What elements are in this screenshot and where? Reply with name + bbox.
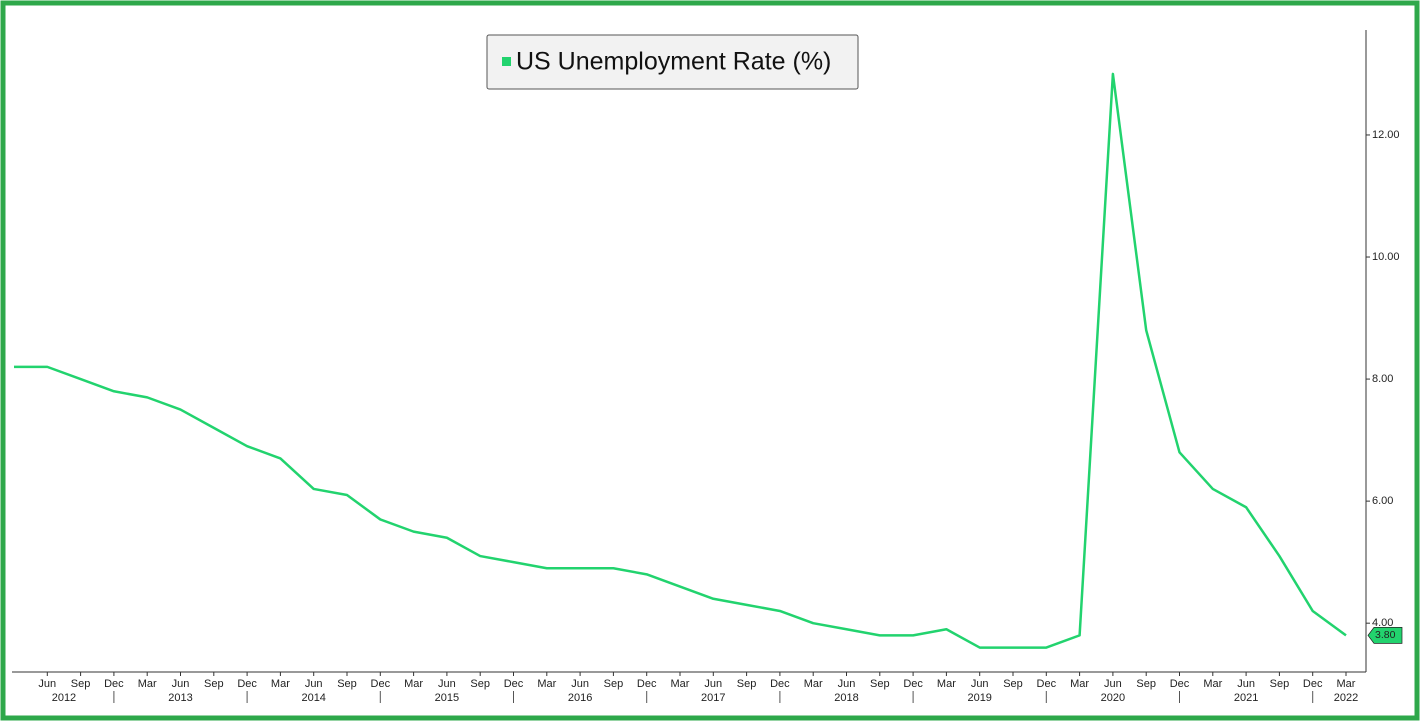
last-value-label: 3.80: [1375, 629, 1396, 641]
x-tick-label: Sep: [737, 678, 757, 690]
x-tick-label: Jun: [1237, 678, 1255, 690]
legend-swatch: [502, 57, 511, 66]
x-tick-label: Mar: [404, 678, 423, 690]
legend: US Unemployment Rate (%): [486, 34, 859, 90]
x-tick-label: Sep: [1136, 678, 1156, 690]
year-label: 2014: [301, 692, 325, 704]
x-tick-label: Dec: [371, 678, 391, 690]
year-label: 2013: [168, 692, 192, 704]
x-tick-label: Dec: [104, 678, 124, 690]
x-tick-label: Dec: [637, 678, 657, 690]
x-tick-label: Sep: [470, 678, 490, 690]
x-tick-label: Mar: [537, 678, 556, 690]
x-tick-label: Dec: [903, 678, 923, 690]
x-tick-label: Jun: [305, 678, 323, 690]
x-tick-label: Sep: [337, 678, 357, 690]
x-tick-label: Jun: [971, 678, 989, 690]
x-tick-label: Jun: [704, 678, 722, 690]
x-tick-label: Jun: [1104, 678, 1122, 690]
y-tick-label: 6.00: [1372, 495, 1393, 507]
y-tick-label: 4.00: [1372, 617, 1393, 629]
y-tick-label: 8.00: [1372, 373, 1393, 385]
year-label: 2022: [1334, 692, 1358, 704]
line-series: [14, 72, 1347, 649]
x-tick-label: Mar: [1337, 678, 1356, 690]
x-tick-label: Mar: [671, 678, 690, 690]
x-tick-label: Mar: [937, 678, 956, 690]
year-label: 2015: [435, 692, 459, 704]
last-value-tag: [1367, 627, 1403, 644]
x-tick-label: Dec: [237, 678, 257, 690]
year-label: 2012: [52, 692, 76, 704]
year-label: 2017: [701, 692, 725, 704]
year-label: 2020: [1101, 692, 1125, 704]
x-tick-label: Jun: [438, 678, 456, 690]
year-label: 2021: [1234, 692, 1258, 704]
year-label: 2019: [967, 692, 991, 704]
x-tick-label: Dec: [504, 678, 524, 690]
x-tick-label: Mar: [804, 678, 823, 690]
x-tick-label: Jun: [172, 678, 190, 690]
x-tick-label: Jun: [38, 678, 56, 690]
x-tick-label: Sep: [1003, 678, 1023, 690]
x-tick-label: Sep: [870, 678, 890, 690]
x-tick-label: Sep: [204, 678, 224, 690]
x-tick-label: Jun: [838, 678, 856, 690]
legend-box: [486, 34, 859, 90]
x-tick-label: Jun: [571, 678, 589, 690]
x-tick-label: Dec: [770, 678, 790, 690]
x-tick-label: Sep: [71, 678, 91, 690]
x-tick-label: Mar: [138, 678, 157, 690]
x-tick-label: Dec: [1170, 678, 1190, 690]
x-tick-label: Mar: [271, 678, 290, 690]
year-label: 2018: [834, 692, 858, 704]
x-tick-label: Dec: [1303, 678, 1323, 690]
y-tick-label: 10.00: [1372, 251, 1400, 263]
year-label: 2016: [568, 692, 592, 704]
y-tick-label: 12.00: [1372, 129, 1400, 141]
x-tick-label: Mar: [1203, 678, 1222, 690]
x-tick-label: Dec: [1037, 678, 1057, 690]
x-tick-label: Mar: [1070, 678, 1089, 690]
x-tick-label: Sep: [604, 678, 624, 690]
x-tick-label: Sep: [1270, 678, 1290, 690]
legend-label: US Unemployment Rate (%): [516, 48, 831, 76]
